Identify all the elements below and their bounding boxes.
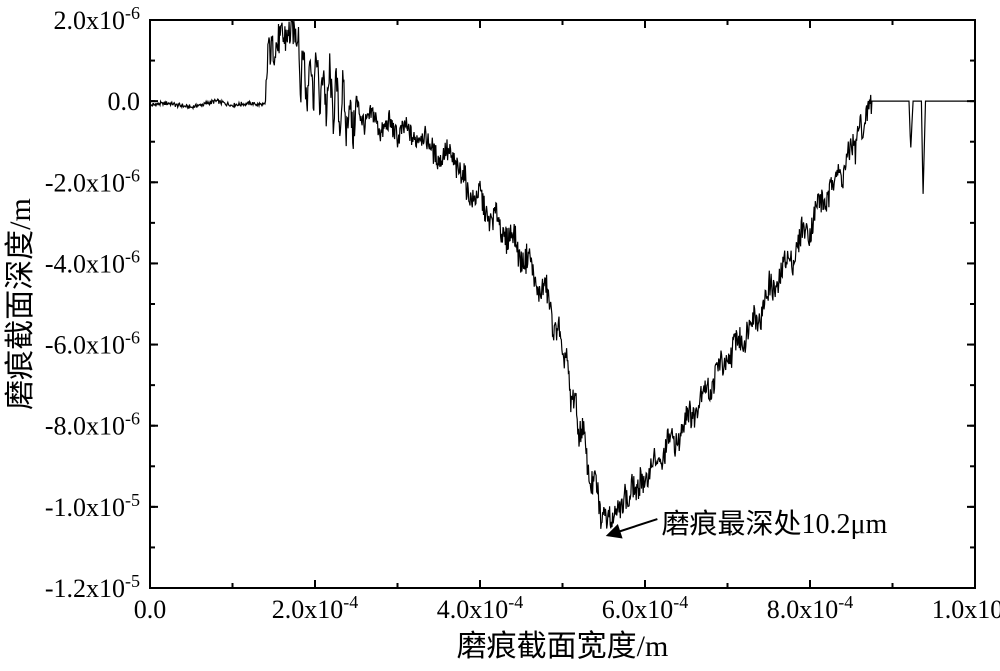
x-tick-label: 4.0x10-4: [437, 592, 524, 624]
annotation-arrowhead: [608, 526, 621, 537]
x-tick-label: 0.0: [134, 595, 167, 624]
annotation-text: 磨痕最深处10.2μm: [662, 508, 888, 540]
y-tick-label: -4.0x10-6: [45, 246, 140, 278]
wear-profile-chart: 0.0 2.0x10-4 4.0x10-4 6.0x10-4 8.0x10-4 1.0x1…: [0, 0, 1000, 671]
y-tick-label: 0.0: [108, 87, 141, 116]
y-tick-label: -2.0x10-6: [45, 165, 140, 197]
y-tick-label: -6.0x10-6: [45, 328, 140, 360]
y-tick-label: -8.0x10-6: [45, 409, 140, 441]
plot-frame: [150, 20, 975, 588]
x-axis-label: 磨痕截面宽度/m: [457, 630, 669, 663]
y-tick-label: -1.0x10-5: [45, 490, 140, 522]
x-tick-label: 1.0x10-3: [932, 592, 1000, 624]
x-tick-label: 2.0x10-4: [272, 592, 359, 624]
y-axis-label: 磨痕截面深度/m: [4, 198, 37, 410]
y-tick-label: -1.2x10-5: [45, 571, 140, 603]
wear-profile-line: [150, 18, 975, 529]
x-tick-label: 6.0x10-4: [602, 592, 689, 624]
x-tick-label: 8.0x10-4: [767, 592, 854, 624]
y-tick-label: 2.0x10-6: [54, 3, 141, 35]
